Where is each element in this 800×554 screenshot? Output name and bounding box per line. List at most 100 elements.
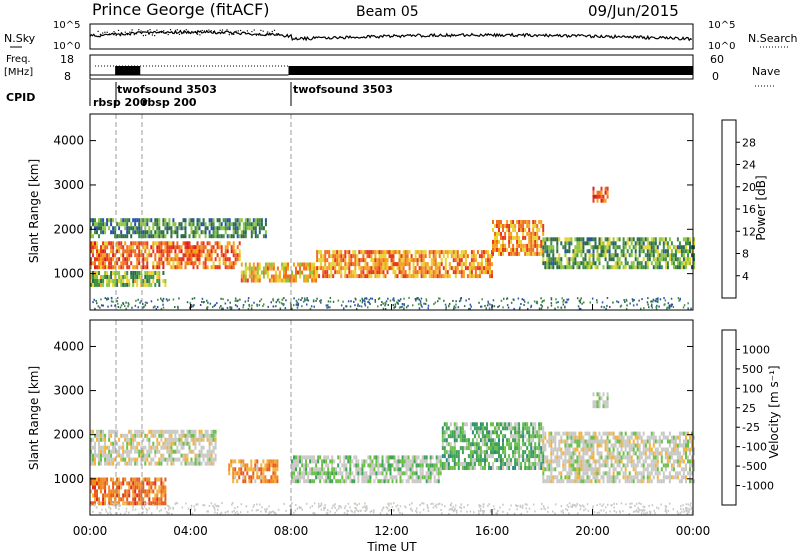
heat-cell: [674, 435, 677, 440]
heat-cell: [258, 222, 261, 227]
heat-cell: [230, 245, 233, 250]
heat-cell: [413, 479, 416, 484]
heat-cell: [464, 266, 467, 271]
heat-cell: [98, 282, 100, 287]
heat-cell: [606, 439, 609, 444]
heat-cell: [264, 262, 267, 267]
heat-cell: [644, 455, 647, 460]
heat-cell: [190, 230, 193, 235]
heat-cell: [586, 479, 589, 484]
heat-cell: [413, 455, 416, 460]
heat-cell: [676, 471, 679, 476]
heat-cell: [584, 463, 587, 468]
heat-cell: [122, 249, 125, 254]
heat-cell: [110, 489, 113, 494]
heat-cell: [534, 462, 537, 466]
heat-cell: [146, 257, 149, 262]
heat-cell: [210, 257, 213, 262]
heat-cell: [124, 261, 127, 266]
heat-cell: [548, 257, 551, 262]
ground-scatter-cell: [206, 306, 209, 309]
heat-cell: [140, 449, 143, 454]
ground-scatter-cell: [371, 297, 374, 300]
heat-cell: [566, 237, 569, 242]
heat-cell: [542, 434, 545, 439]
heat-cell: [154, 501, 157, 506]
ground-scatter-cell: [306, 303, 308, 306]
heat-cell: [108, 437, 111, 442]
ground-scatter-cell: [326, 306, 328, 309]
heat-cell: [439, 459, 442, 464]
heat-cell: [486, 430, 488, 435]
heat-cell: [313, 274, 316, 279]
heat-cell: [182, 226, 185, 231]
heat-cell: [112, 445, 115, 450]
heat-cell: [594, 459, 597, 464]
heat-cell: [584, 241, 587, 246]
ground-scatter-cell: [453, 305, 455, 308]
heat-cell: [172, 241, 175, 246]
ground-scatter-cell: [370, 510, 373, 513]
heat-cell: [477, 458, 480, 463]
heat-cell: [475, 442, 478, 447]
heat-cell: [136, 253, 139, 258]
ground-scatter-cell: [237, 299, 239, 302]
heat-cell: [528, 438, 531, 443]
heat-cell: [126, 218, 129, 223]
ground-scatter-cell: [487, 504, 489, 507]
heat-cell: [682, 249, 685, 254]
ground-scatter-cell: [502, 503, 504, 506]
heat-cell: [588, 257, 591, 262]
ground-scatter-cell: [535, 301, 538, 304]
ground-scatter-cell: [427, 307, 429, 310]
heat-cell: [590, 435, 593, 440]
heat-cell: [360, 266, 363, 271]
heat-cell: [180, 429, 183, 434]
heat-cell: [272, 467, 275, 472]
heat-cell: [138, 489, 141, 494]
heat-cell: [362, 250, 365, 255]
heat-cell: [638, 237, 641, 242]
heat-cell: [552, 265, 555, 270]
heat-cell: [372, 270, 375, 275]
heat-cell: [481, 426, 484, 431]
heat-cell: [232, 230, 235, 235]
heat-cell: [130, 477, 133, 482]
heat-cell: [492, 442, 494, 447]
heat-cell: [693, 447, 695, 452]
heat-cell: [344, 270, 347, 275]
heat-cell: [357, 479, 360, 484]
heat-cell: [414, 250, 417, 255]
heat-cell: [342, 254, 345, 259]
heat-cell: [138, 271, 141, 275]
ground-scatter-cell: [433, 303, 435, 306]
ground-scatter-cell: [492, 299, 495, 302]
heat-cell: [534, 458, 537, 463]
heat-cell: [244, 262, 247, 267]
ground-scatter-cell: [603, 306, 605, 309]
heat-cell: [194, 245, 197, 250]
heat-cell: [378, 266, 381, 271]
heat-cell: [130, 222, 133, 227]
heat-cell: [398, 254, 401, 259]
heat-cell: [504, 235, 507, 240]
heat-cell: [297, 270, 299, 275]
heat-cell: [689, 249, 691, 254]
heat-cell: [440, 262, 443, 267]
heat-cell: [604, 186, 607, 191]
heat-cell: [216, 226, 219, 231]
heat-cell: [291, 278, 293, 283]
heat-cell: [584, 459, 587, 464]
heat-cell: [315, 471, 318, 476]
heat-cell: [612, 265, 615, 270]
heat-cell: [188, 241, 191, 246]
heat-cell: [100, 449, 102, 454]
heat-cell: [311, 270, 314, 275]
heat-cell: [552, 237, 555, 242]
heat-cell: [524, 434, 527, 439]
heat-cell: [321, 463, 324, 468]
heat-cell: [194, 437, 197, 442]
ground-scatter-cell: [518, 307, 521, 310]
heat-cell: [317, 459, 320, 464]
heat-cell: [114, 445, 117, 450]
